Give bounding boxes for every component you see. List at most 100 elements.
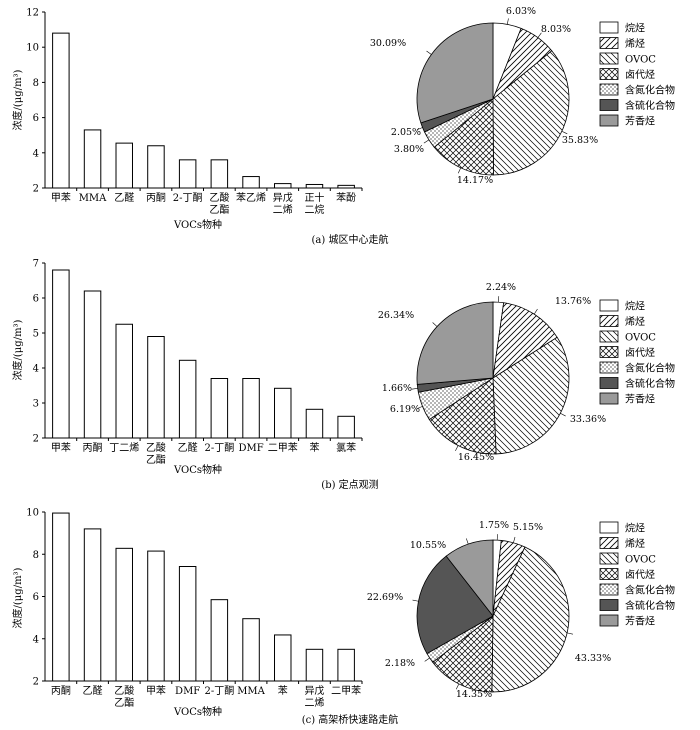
pie-slice bbox=[492, 50, 570, 176]
pie-slice bbox=[445, 539, 494, 618]
legend-swatch bbox=[599, 330, 619, 343]
bar bbox=[115, 323, 133, 439]
x-tick-label: 氯苯 bbox=[336, 441, 356, 454]
pie-percent-label: 10.55% bbox=[410, 540, 446, 551]
x-axis-label: VOCs物种 bbox=[173, 705, 222, 718]
y-tick-label: 12 bbox=[26, 8, 39, 19]
bar bbox=[274, 634, 292, 682]
legend-swatch bbox=[599, 114, 619, 127]
x-tick-label: DMF bbox=[238, 443, 263, 454]
legend-swatch bbox=[599, 361, 619, 374]
legend-label: 含氮化合物 bbox=[625, 362, 675, 375]
pie-percent-label: 2.24% bbox=[486, 282, 516, 293]
pie-slice bbox=[416, 301, 494, 385]
bar bbox=[337, 648, 355, 682]
x-tick-label: 二烯 bbox=[304, 696, 324, 709]
bar bbox=[147, 336, 165, 439]
y-tick-label: 5 bbox=[33, 329, 39, 340]
bar bbox=[83, 129, 102, 189]
bar bbox=[83, 290, 102, 439]
x-tick-label: 苯酚 bbox=[336, 191, 356, 204]
panel-caption: (a) 城区中心走航 bbox=[312, 233, 389, 246]
pie-percent-label: 43.33% bbox=[575, 653, 611, 664]
pie-leader-line bbox=[455, 683, 460, 690]
y-tick-label: 4 bbox=[33, 148, 39, 159]
legend-swatch bbox=[599, 377, 619, 389]
legend-label: 烯烃 bbox=[625, 315, 645, 328]
x-tick-label: MMA bbox=[79, 193, 107, 204]
x-tick-label: 二甲苯 bbox=[268, 441, 298, 454]
x-tick-label: 乙醛 bbox=[83, 684, 103, 697]
pie-leader-line bbox=[457, 167, 462, 174]
x-tick-label: 乙酯 bbox=[146, 454, 166, 466]
legend-label: OVOC bbox=[625, 55, 656, 66]
x-tick-label: 正十 bbox=[304, 191, 324, 204]
bar bbox=[52, 512, 70, 682]
legend-label: 芳香烃 bbox=[625, 393, 655, 406]
pie-leader-line bbox=[455, 445, 459, 452]
legend-label: 烯烃 bbox=[625, 537, 645, 550]
bar bbox=[274, 387, 292, 439]
legend-label: 含硫化合物 bbox=[625, 599, 675, 612]
legend-label: 烯烃 bbox=[625, 37, 645, 50]
pie-percent-label: 13.76% bbox=[555, 296, 591, 307]
pie-leader-line bbox=[567, 632, 574, 635]
legend-label: 芳香烃 bbox=[625, 115, 655, 128]
x-tick-label: 丙酮 bbox=[146, 192, 166, 204]
pie-percent-label: 1.75% bbox=[479, 520, 509, 531]
bar bbox=[178, 159, 197, 189]
pie-percent-label: 33.36% bbox=[570, 414, 606, 425]
bar bbox=[242, 176, 260, 189]
legend-swatch bbox=[599, 37, 619, 49]
legend-swatch bbox=[599, 68, 619, 80]
bar bbox=[147, 550, 165, 682]
pie-leader-line bbox=[412, 599, 419, 602]
pie-leader-line bbox=[466, 538, 469, 545]
legend-swatch bbox=[599, 552, 619, 565]
x-tick-label: 异戊 bbox=[304, 685, 324, 697]
x-tick-label: 2-丁酮 bbox=[173, 192, 203, 204]
pie-leader-line bbox=[416, 406, 423, 409]
x-tick-label: 乙醛 bbox=[114, 191, 134, 204]
legend-swatch bbox=[599, 537, 619, 549]
pie-slice bbox=[428, 377, 497, 455]
x-tick-label: 苯 bbox=[309, 441, 319, 454]
pie-percent-label: 2.05% bbox=[391, 127, 421, 138]
x-tick-label: 甲苯 bbox=[51, 441, 71, 454]
bar bbox=[305, 648, 324, 682]
x-tick-label: 乙酸 bbox=[209, 191, 229, 204]
y-tick-label: 6 bbox=[33, 592, 39, 603]
bar bbox=[178, 566, 197, 682]
bar bbox=[274, 183, 292, 189]
y-tick-label: 6 bbox=[33, 113, 39, 124]
x-tick-label: 乙酸 bbox=[146, 441, 166, 454]
y-tick-label: 6 bbox=[33, 294, 39, 305]
legend-swatch bbox=[599, 392, 619, 405]
bar bbox=[83, 528, 102, 682]
bar bbox=[210, 159, 229, 189]
pie-leader-line bbox=[533, 308, 538, 315]
pie-leader-line bbox=[423, 139, 430, 144]
y-tick-label: 4 bbox=[33, 364, 39, 375]
y-tick-label: 8 bbox=[33, 550, 39, 561]
bar bbox=[305, 408, 324, 439]
y-tick-label: 3 bbox=[33, 399, 39, 410]
bar bbox=[210, 599, 229, 682]
legend-label: 含硫化合物 bbox=[625, 99, 675, 112]
bar bbox=[242, 618, 260, 682]
y-tick-label: 2 bbox=[33, 434, 39, 445]
legend-swatch bbox=[599, 21, 619, 34]
x-tick-label: 丙酮 bbox=[83, 442, 103, 454]
bar bbox=[115, 547, 133, 682]
pie-leader-line bbox=[432, 322, 438, 327]
legend-swatch bbox=[599, 299, 619, 312]
legend-label: 含硫化合物 bbox=[625, 377, 675, 390]
panel-caption: (b) 定点观测 bbox=[321, 478, 378, 491]
pie-leader-line bbox=[416, 127, 423, 131]
pie-leader-line bbox=[426, 50, 432, 55]
pie-slice bbox=[491, 546, 570, 693]
pie-percent-label: 30.09% bbox=[370, 38, 406, 49]
x-tick-label: 苯乙烯 bbox=[236, 191, 266, 204]
pie-slice bbox=[416, 22, 494, 124]
y-axis-label: 浓度/(μg/m³) bbox=[11, 319, 24, 380]
